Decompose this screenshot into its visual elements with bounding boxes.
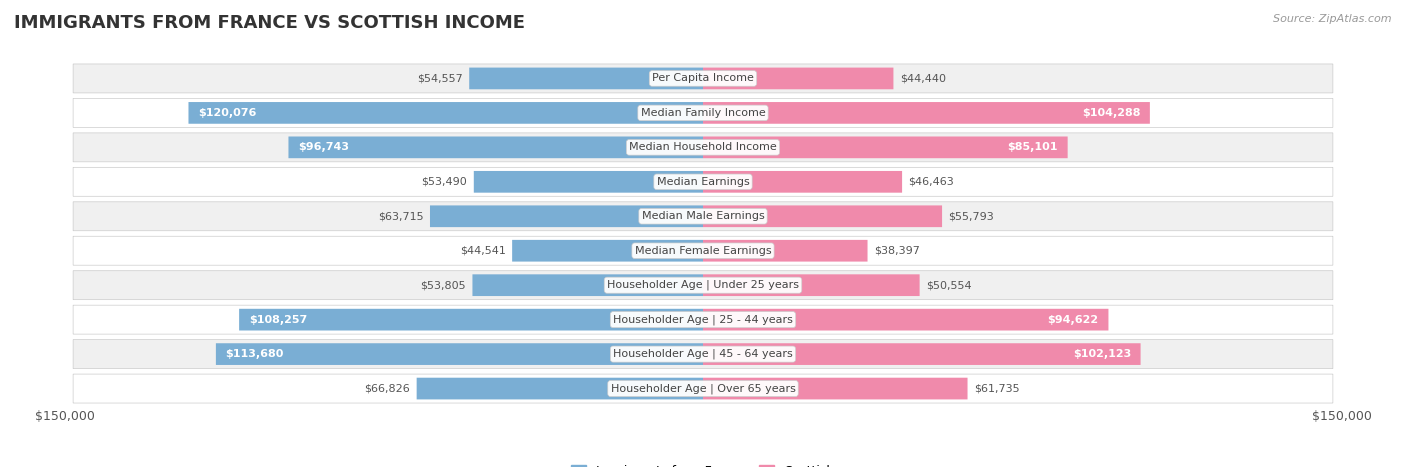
FancyBboxPatch shape <box>703 68 893 89</box>
Text: Source: ZipAtlas.com: Source: ZipAtlas.com <box>1274 14 1392 24</box>
FancyBboxPatch shape <box>703 205 942 227</box>
FancyBboxPatch shape <box>703 171 903 193</box>
FancyBboxPatch shape <box>73 64 1333 93</box>
FancyBboxPatch shape <box>472 274 703 296</box>
Text: Householder Age | Under 25 years: Householder Age | Under 25 years <box>607 280 799 290</box>
Text: Median Earnings: Median Earnings <box>657 177 749 187</box>
FancyBboxPatch shape <box>512 240 703 262</box>
FancyBboxPatch shape <box>73 236 1333 265</box>
Text: Householder Age | 25 - 44 years: Householder Age | 25 - 44 years <box>613 314 793 325</box>
Text: $102,123: $102,123 <box>1073 349 1130 359</box>
FancyBboxPatch shape <box>703 274 920 296</box>
Text: Median Male Earnings: Median Male Earnings <box>641 211 765 221</box>
FancyBboxPatch shape <box>73 202 1333 231</box>
FancyBboxPatch shape <box>474 171 703 193</box>
FancyBboxPatch shape <box>703 343 1140 365</box>
Text: IMMIGRANTS FROM FRANCE VS SCOTTISH INCOME: IMMIGRANTS FROM FRANCE VS SCOTTISH INCOM… <box>14 14 524 32</box>
Text: Median Household Income: Median Household Income <box>628 142 778 152</box>
Text: $120,076: $120,076 <box>198 108 256 118</box>
FancyBboxPatch shape <box>703 309 1108 331</box>
Text: $150,000: $150,000 <box>35 410 94 423</box>
Text: $85,101: $85,101 <box>1008 142 1057 152</box>
FancyBboxPatch shape <box>703 136 1067 158</box>
FancyBboxPatch shape <box>703 240 868 262</box>
Legend: Immigrants from France, Scottish: Immigrants from France, Scottish <box>567 460 839 467</box>
Text: Householder Age | Over 65 years: Householder Age | Over 65 years <box>610 383 796 394</box>
Text: $150,000: $150,000 <box>1312 410 1371 423</box>
FancyBboxPatch shape <box>217 343 703 365</box>
Text: Per Capita Income: Per Capita Income <box>652 73 754 84</box>
Text: $66,826: $66,826 <box>364 383 411 394</box>
FancyBboxPatch shape <box>416 378 703 399</box>
FancyBboxPatch shape <box>73 133 1333 162</box>
FancyBboxPatch shape <box>73 167 1333 196</box>
Text: $38,397: $38,397 <box>875 246 920 256</box>
Text: $46,463: $46,463 <box>908 177 955 187</box>
Text: Median Family Income: Median Family Income <box>641 108 765 118</box>
Text: $55,793: $55,793 <box>949 211 994 221</box>
Text: $113,680: $113,680 <box>225 349 284 359</box>
FancyBboxPatch shape <box>239 309 703 331</box>
Text: $94,622: $94,622 <box>1047 315 1099 325</box>
FancyBboxPatch shape <box>288 136 703 158</box>
Text: $44,440: $44,440 <box>900 73 946 84</box>
Text: $104,288: $104,288 <box>1081 108 1140 118</box>
FancyBboxPatch shape <box>703 378 967 399</box>
FancyBboxPatch shape <box>430 205 703 227</box>
Text: $96,743: $96,743 <box>298 142 349 152</box>
Text: $54,557: $54,557 <box>418 73 463 84</box>
FancyBboxPatch shape <box>188 102 703 124</box>
Text: $108,257: $108,257 <box>249 315 307 325</box>
Text: $44,541: $44,541 <box>460 246 506 256</box>
Text: $53,490: $53,490 <box>422 177 467 187</box>
Text: $63,715: $63,715 <box>378 211 423 221</box>
FancyBboxPatch shape <box>73 374 1333 403</box>
Text: Householder Age | 45 - 64 years: Householder Age | 45 - 64 years <box>613 349 793 359</box>
FancyBboxPatch shape <box>703 102 1150 124</box>
Text: $61,735: $61,735 <box>974 383 1019 394</box>
FancyBboxPatch shape <box>73 99 1333 127</box>
Text: Median Female Earnings: Median Female Earnings <box>634 246 772 256</box>
Text: $50,554: $50,554 <box>927 280 972 290</box>
Text: $53,805: $53,805 <box>420 280 465 290</box>
FancyBboxPatch shape <box>73 340 1333 368</box>
FancyBboxPatch shape <box>73 305 1333 334</box>
FancyBboxPatch shape <box>470 68 703 89</box>
FancyBboxPatch shape <box>73 271 1333 300</box>
